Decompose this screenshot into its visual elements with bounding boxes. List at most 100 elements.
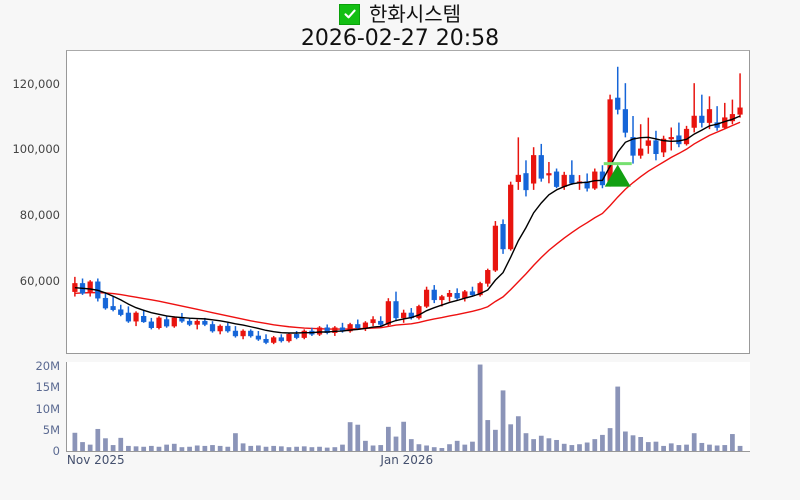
volume-bar bbox=[370, 445, 376, 451]
volume-bar bbox=[668, 443, 674, 451]
volume-bar bbox=[225, 446, 231, 451]
volume-plot[interactable] bbox=[68, 362, 750, 451]
volume-bar bbox=[508, 424, 514, 451]
volume-bar bbox=[569, 445, 575, 451]
volume-bar bbox=[401, 421, 407, 451]
volume-bar bbox=[500, 390, 506, 451]
volume-bar bbox=[271, 445, 277, 451]
volume-bar bbox=[730, 434, 735, 451]
volume-bar bbox=[263, 446, 269, 451]
volume-bar bbox=[156, 446, 162, 451]
volume-bar bbox=[515, 416, 521, 451]
volume-bar bbox=[538, 435, 544, 451]
chart-area: 120,000 100,000 80,000 60,000 20M 15M 10M 5M 0 … bbox=[0, 50, 800, 500]
volume-bar bbox=[623, 431, 628, 451]
volume-bar bbox=[699, 442, 705, 451]
volume-bar bbox=[80, 442, 85, 451]
title-row: 한화시스템 bbox=[0, 1, 800, 27]
price-axis-tick: 60,000 bbox=[19, 273, 60, 288]
volume-bar bbox=[416, 444, 422, 451]
volume-axis-tick: 5M bbox=[42, 422, 60, 437]
volume-bar bbox=[546, 438, 552, 451]
price-panel[interactable] bbox=[66, 50, 750, 354]
volume-bar bbox=[684, 444, 689, 451]
volume-bar bbox=[607, 428, 613, 451]
volume-bar bbox=[87, 444, 93, 451]
volume-axis-tick: 20M bbox=[35, 359, 60, 374]
volume-bar bbox=[561, 443, 567, 451]
volume-bar bbox=[638, 437, 644, 451]
candlestick-plot[interactable] bbox=[68, 52, 750, 354]
volume-bar bbox=[454, 440, 460, 451]
volume-bar bbox=[714, 445, 720, 451]
buy-marker bbox=[603, 162, 632, 187]
volume-bar bbox=[584, 442, 590, 451]
volume-bar bbox=[95, 428, 101, 451]
volume-bar bbox=[676, 445, 682, 451]
volume-bar bbox=[531, 439, 536, 451]
volume-bar bbox=[294, 446, 299, 451]
ticker-name: 한화시스템 bbox=[369, 2, 461, 26]
volume-axis-tick: 15M bbox=[35, 380, 60, 395]
volume-bar bbox=[317, 446, 322, 451]
volume-bar bbox=[615, 386, 621, 451]
volume-bar bbox=[233, 433, 238, 451]
volume-bar bbox=[462, 444, 468, 451]
price-axis-tick: 120,000 bbox=[12, 76, 60, 91]
volume-bar bbox=[707, 444, 712, 451]
volume-bar bbox=[355, 424, 361, 451]
volume-bar bbox=[737, 445, 743, 451]
chart-header: 한화시스템 2026-02-27 20:58 bbox=[0, 0, 800, 51]
volume-bar bbox=[240, 443, 246, 451]
volume-bar bbox=[477, 364, 483, 451]
candle-series bbox=[72, 66, 743, 345]
volume-bar bbox=[179, 447, 185, 451]
volume-bar bbox=[141, 446, 147, 451]
volume-bar bbox=[485, 420, 491, 451]
timestamp: 2026-02-27 20:58 bbox=[300, 26, 500, 51]
check-icon[interactable] bbox=[339, 3, 360, 25]
volume-bar bbox=[118, 437, 124, 451]
volume-bar bbox=[523, 433, 529, 451]
volume-bar bbox=[645, 442, 651, 451]
volume-bar bbox=[439, 448, 445, 451]
volume-bar bbox=[577, 444, 582, 451]
volume-bar bbox=[447, 444, 452, 451]
volume-bar bbox=[347, 422, 353, 451]
volume-bar bbox=[72, 432, 78, 451]
x-axis-tick: Jan 2026 bbox=[380, 453, 434, 467]
volume-bar bbox=[164, 444, 169, 451]
volume-bar bbox=[187, 446, 192, 451]
volume-bar bbox=[202, 445, 208, 451]
volume-bar bbox=[408, 439, 414, 451]
volume-series bbox=[72, 364, 743, 451]
volume-bar bbox=[171, 443, 177, 451]
volume-bar bbox=[103, 438, 108, 451]
volume-bar bbox=[653, 441, 659, 451]
x-axis-tick: Nov 2025 bbox=[66, 453, 125, 467]
volume-bar bbox=[194, 445, 200, 451]
volume-bar bbox=[309, 447, 315, 451]
volume-bar bbox=[324, 447, 330, 451]
volume-bar bbox=[363, 440, 368, 451]
volume-bar bbox=[385, 426, 391, 451]
volume-bar bbox=[431, 447, 437, 451]
volume-panel[interactable] bbox=[66, 362, 750, 452]
volume-bar bbox=[378, 445, 384, 451]
volume-bar bbox=[722, 445, 728, 451]
volume-bar bbox=[217, 445, 223, 451]
volume-bar bbox=[600, 434, 605, 451]
price-axis-tick: 100,000 bbox=[12, 142, 60, 157]
volume-bar bbox=[286, 447, 292, 451]
volume-bar bbox=[248, 445, 254, 451]
price-axis-tick: 80,000 bbox=[19, 208, 60, 223]
volume-bar bbox=[493, 429, 498, 451]
volume-bar bbox=[554, 439, 559, 451]
volume-bar bbox=[691, 433, 697, 451]
volume-bar bbox=[661, 445, 666, 451]
volume-bar bbox=[592, 439, 598, 451]
volume-bar bbox=[210, 445, 215, 451]
volume-bar bbox=[126, 445, 131, 451]
volume-bar bbox=[301, 446, 307, 451]
